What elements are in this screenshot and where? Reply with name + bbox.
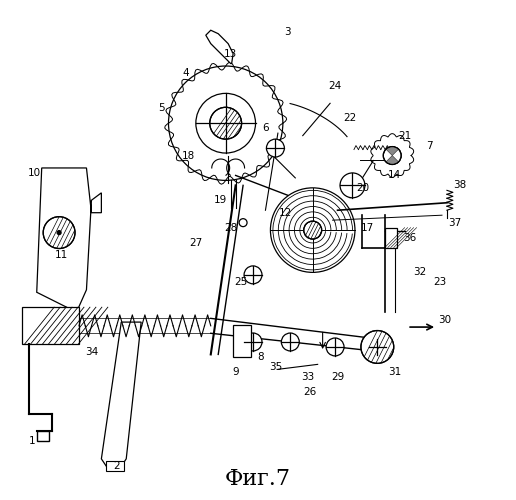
Text: 2: 2 <box>113 462 120 471</box>
Text: 13: 13 <box>224 48 237 58</box>
Text: 28: 28 <box>224 222 237 232</box>
Polygon shape <box>37 168 101 312</box>
Circle shape <box>340 173 365 198</box>
Circle shape <box>304 221 321 239</box>
Polygon shape <box>371 134 414 178</box>
Text: 4: 4 <box>183 68 189 78</box>
Wedge shape <box>386 156 398 164</box>
Circle shape <box>239 218 247 226</box>
Text: 9: 9 <box>232 367 239 377</box>
Text: 35: 35 <box>269 362 282 372</box>
Bar <box>22 307 79 344</box>
Wedge shape <box>386 146 398 156</box>
Text: 30: 30 <box>438 314 451 324</box>
Text: 17: 17 <box>361 222 374 232</box>
Text: 8: 8 <box>257 352 264 362</box>
Circle shape <box>210 108 241 139</box>
Text: 3: 3 <box>284 27 291 37</box>
Circle shape <box>244 333 262 351</box>
Text: 7: 7 <box>426 140 433 150</box>
Circle shape <box>57 230 61 234</box>
Text: 37: 37 <box>448 218 461 228</box>
Circle shape <box>244 266 262 284</box>
Text: 25: 25 <box>234 278 247 287</box>
Text: 32: 32 <box>413 268 426 278</box>
Text: 21: 21 <box>398 130 411 140</box>
Text: 31: 31 <box>388 367 401 377</box>
Text: 29: 29 <box>331 372 344 382</box>
Text: 26: 26 <box>303 386 317 396</box>
Text: 24: 24 <box>329 81 342 91</box>
Text: 18: 18 <box>182 150 195 160</box>
Text: 1: 1 <box>29 436 36 446</box>
Circle shape <box>281 333 299 351</box>
Bar <box>385 228 397 248</box>
Text: 33: 33 <box>301 372 314 382</box>
Bar <box>37 432 49 442</box>
Text: 10: 10 <box>28 168 41 178</box>
Text: 6: 6 <box>262 123 269 133</box>
Circle shape <box>196 94 255 153</box>
Circle shape <box>326 338 344 356</box>
Text: 38: 38 <box>453 180 466 190</box>
Text: 36: 36 <box>403 232 416 242</box>
Text: 20: 20 <box>356 183 369 193</box>
Bar <box>233 324 251 357</box>
Text: 19: 19 <box>214 196 228 205</box>
Polygon shape <box>101 322 141 466</box>
Text: Фиг.7: Фиг.7 <box>225 468 291 489</box>
Text: 11: 11 <box>55 250 68 260</box>
Text: 5: 5 <box>158 104 165 114</box>
Circle shape <box>169 66 283 180</box>
Circle shape <box>383 146 401 164</box>
Text: 14: 14 <box>388 170 401 180</box>
Text: 27: 27 <box>189 238 202 248</box>
Circle shape <box>361 330 394 364</box>
Circle shape <box>266 139 284 157</box>
Text: 22: 22 <box>343 113 357 123</box>
Text: 12: 12 <box>279 208 292 218</box>
Text: 23: 23 <box>433 278 446 287</box>
Polygon shape <box>206 30 233 64</box>
Bar <box>106 462 124 471</box>
Text: 34: 34 <box>85 347 98 357</box>
Circle shape <box>270 188 355 272</box>
Circle shape <box>43 216 75 248</box>
